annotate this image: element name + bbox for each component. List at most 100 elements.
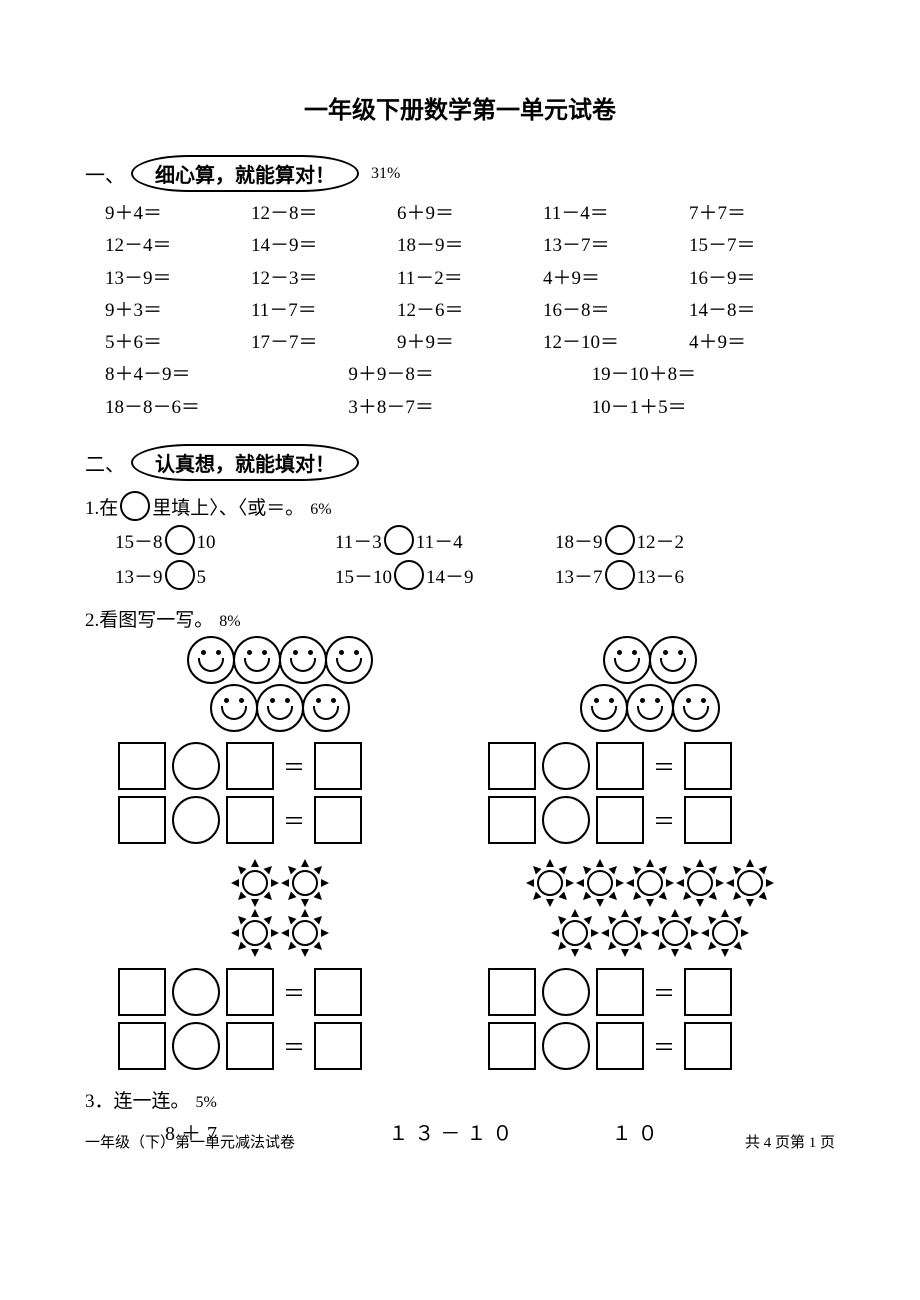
blank-square[interactable] bbox=[314, 796, 362, 844]
blank-circle[interactable] bbox=[172, 796, 220, 844]
arith-cell: 7＋7＝ bbox=[689, 198, 835, 230]
equation-row: ＝ bbox=[115, 742, 445, 790]
arith-cell: 11－2＝ bbox=[397, 263, 543, 295]
blank-square[interactable] bbox=[226, 1022, 274, 1070]
blank-circle[interactable] bbox=[172, 742, 220, 790]
compare-cell: 13－713－6 bbox=[555, 560, 775, 595]
arith-cell: 11－7＝ bbox=[251, 295, 397, 327]
equals-sign: ＝ bbox=[283, 976, 305, 1008]
arith-cell: 16－9＝ bbox=[689, 263, 835, 295]
smiley-7-icon bbox=[115, 636, 445, 732]
equals-sign: ＝ bbox=[653, 1030, 675, 1062]
equals-sign: ＝ bbox=[653, 750, 675, 782]
blank-circle[interactable] bbox=[542, 796, 590, 844]
sun-group-9: ＝＝ bbox=[485, 858, 815, 1076]
circle-icon bbox=[605, 560, 635, 590]
blank-square[interactable] bbox=[488, 1022, 536, 1070]
smiley-group-7: ＝＝ bbox=[115, 636, 445, 850]
arith-cell: 19－10＋8＝ bbox=[592, 359, 835, 391]
arith-cell: 13－9＝ bbox=[105, 263, 251, 295]
arith-cell: 17－7＝ bbox=[251, 327, 397, 359]
q2-pct: 8% bbox=[219, 613, 240, 630]
arith-cell: 18－8－6＝ bbox=[105, 392, 348, 424]
arith-cell: 15－7＝ bbox=[689, 230, 835, 262]
blank-square[interactable] bbox=[596, 796, 644, 844]
blank-square[interactable] bbox=[118, 742, 166, 790]
section-2-head: 二、 认真想，就能填对！ bbox=[85, 444, 835, 481]
blank-square[interactable] bbox=[226, 968, 274, 1016]
section-2-num: 二、 bbox=[85, 448, 125, 477]
blank-circle[interactable] bbox=[542, 1022, 590, 1070]
blank-square[interactable] bbox=[488, 968, 536, 1016]
blank-square[interactable] bbox=[118, 796, 166, 844]
blank-square[interactable] bbox=[596, 968, 644, 1016]
blank-circle[interactable] bbox=[542, 968, 590, 1016]
q1-pct: 6% bbox=[310, 501, 331, 518]
blank-square[interactable] bbox=[314, 1022, 362, 1070]
section-2-bubble: 认真想，就能填对！ bbox=[131, 444, 359, 481]
equation-slot: ＝＝ bbox=[115, 968, 445, 1070]
blank-square[interactable] bbox=[684, 796, 732, 844]
q1-label-b: 里填上〉、〈或＝。 bbox=[152, 498, 304, 519]
section-1-num: 一、 bbox=[85, 159, 125, 188]
blank-square[interactable] bbox=[314, 742, 362, 790]
equals-sign: ＝ bbox=[653, 976, 675, 1008]
circle-icon bbox=[165, 525, 195, 555]
arith-cell: 12－3＝ bbox=[251, 263, 397, 295]
blank-square[interactable] bbox=[226, 742, 274, 790]
q3-label: 3．连一连。 bbox=[85, 1091, 190, 1112]
compare-cell: 18－912－2 bbox=[555, 525, 775, 560]
equals-sign: ＝ bbox=[283, 804, 305, 836]
arith-cell: 3＋8－7＝ bbox=[348, 392, 591, 424]
arith-cell: 16－8＝ bbox=[543, 295, 689, 327]
blank-square[interactable] bbox=[488, 742, 536, 790]
section-1-head: 一、 细心算，就能算对！ 31% bbox=[85, 155, 835, 192]
compare-cell: 13－95 bbox=[115, 560, 335, 595]
blank-square[interactable] bbox=[596, 742, 644, 790]
q2-head: 2.看图写一写。8% bbox=[85, 605, 835, 632]
equation-row: ＝ bbox=[485, 742, 815, 790]
blank-circle[interactable] bbox=[172, 968, 220, 1016]
blank-square[interactable] bbox=[118, 1022, 166, 1070]
q3-head: 3．连一连。 5% bbox=[85, 1086, 835, 1113]
equation-slot: ＝＝ bbox=[485, 742, 815, 844]
arith-cell: 9＋3＝ bbox=[105, 295, 251, 327]
equation-slot: ＝＝ bbox=[485, 968, 815, 1070]
section-1-pct: 31% bbox=[371, 165, 400, 183]
blank-square[interactable] bbox=[596, 1022, 644, 1070]
q3-pct: 5% bbox=[196, 1094, 217, 1111]
compare-cell: 15－810 bbox=[115, 525, 335, 560]
circle-icon bbox=[384, 525, 414, 555]
arith-cell: 12－6＝ bbox=[397, 295, 543, 327]
blank-square[interactable] bbox=[684, 1022, 732, 1070]
blank-square[interactable] bbox=[684, 742, 732, 790]
q2-pictures: ＝＝ ＝＝ ＝＝ ＝＝ bbox=[95, 636, 835, 1076]
arith-cell: 18－9＝ bbox=[397, 230, 543, 262]
blank-square[interactable] bbox=[226, 796, 274, 844]
blank-square[interactable] bbox=[684, 968, 732, 1016]
compare-cell: 15－1014－9 bbox=[335, 560, 555, 595]
page-footer: 一年级（下）第一单元减法试卷 共 4 页第 1 页 bbox=[85, 1131, 835, 1152]
blank-circle[interactable] bbox=[172, 1022, 220, 1070]
arith-cell: 8＋4－9＝ bbox=[105, 359, 348, 391]
circle-icon bbox=[394, 560, 424, 590]
q1-label-a: 1.在 bbox=[85, 498, 118, 519]
blank-square[interactable] bbox=[118, 968, 166, 1016]
circle-icon bbox=[120, 491, 150, 521]
equation-row: ＝ bbox=[485, 1022, 815, 1070]
arithmetic-grid: 9＋4＝12－8＝6＋9＝11－4＝7＋7＝12－4＝14－9＝18－9＝13－… bbox=[105, 198, 835, 424]
section-1-bubble: 细心算，就能算对！ bbox=[131, 155, 359, 192]
equals-sign: ＝ bbox=[653, 804, 675, 836]
blank-square[interactable] bbox=[314, 968, 362, 1016]
arith-cell: 9＋4＝ bbox=[105, 198, 251, 230]
equation-row: ＝ bbox=[115, 1022, 445, 1070]
smiley-group-5: ＝＝ bbox=[485, 636, 815, 850]
equation-slot: ＝＝ bbox=[115, 742, 445, 844]
blank-square[interactable] bbox=[488, 796, 536, 844]
arith-cell: 4＋9＝ bbox=[543, 263, 689, 295]
arith-cell: 9＋9－8＝ bbox=[348, 359, 591, 391]
arith-cell: 12－4＝ bbox=[105, 230, 251, 262]
equals-sign: ＝ bbox=[283, 750, 305, 782]
equals-sign: ＝ bbox=[283, 1030, 305, 1062]
blank-circle[interactable] bbox=[542, 742, 590, 790]
